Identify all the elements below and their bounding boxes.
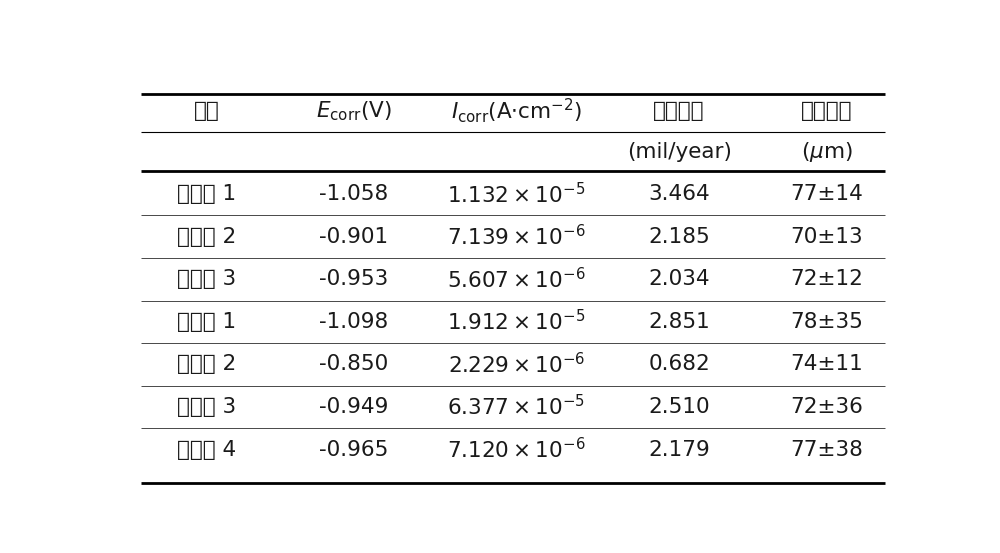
- Text: $\mathit{I}_{\mathrm{corr}}$(A$\cdot$cm$^{-2}$): $\mathit{I}_{\mathrm{corr}}$(A$\cdot$cm$…: [451, 97, 582, 126]
- Text: 2.185: 2.185: [648, 227, 710, 247]
- Text: -1.098: -1.098: [319, 312, 388, 332]
- Text: 0.682: 0.682: [648, 354, 710, 374]
- Text: 2.179: 2.179: [648, 440, 710, 460]
- Text: 72±36: 72±36: [790, 397, 863, 417]
- Text: 腐蚀速率: 腐蚀速率: [653, 101, 705, 121]
- Text: 实施例 4: 实施例 4: [177, 440, 236, 460]
- Text: -0.953: -0.953: [319, 269, 388, 289]
- Text: -0.965: -0.965: [319, 440, 388, 460]
- Text: $\mathit{E}_{\mathrm{corr}}$(V): $\mathit{E}_{\mathrm{corr}}$(V): [316, 100, 391, 123]
- Text: 对比例 2: 对比例 2: [177, 227, 236, 247]
- Text: 样品: 样品: [194, 101, 219, 121]
- Text: 77±14: 77±14: [790, 184, 863, 204]
- Text: -0.949: -0.949: [319, 397, 388, 417]
- Text: 实施例 2: 实施例 2: [177, 354, 236, 374]
- Text: (mil/year): (mil/year): [627, 142, 732, 161]
- Text: 2.851: 2.851: [648, 312, 710, 332]
- Text: 对比例 1: 对比例 1: [177, 184, 236, 204]
- Text: ($\mu$m): ($\mu$m): [801, 139, 852, 164]
- Text: 74±11: 74±11: [790, 354, 863, 374]
- Text: 涂层厚度: 涂层厚度: [801, 101, 852, 121]
- Text: $1.132\times10^{-5}$: $1.132\times10^{-5}$: [447, 181, 586, 207]
- Text: -1.058: -1.058: [319, 184, 388, 204]
- Text: $5.607\times10^{-6}$: $5.607\times10^{-6}$: [447, 267, 586, 292]
- Text: 实施例 3: 实施例 3: [177, 397, 236, 417]
- Text: 3.464: 3.464: [648, 184, 710, 204]
- Text: $7.120\times10^{-6}$: $7.120\times10^{-6}$: [447, 437, 586, 462]
- Text: $7.139\times10^{-6}$: $7.139\times10^{-6}$: [447, 224, 586, 249]
- Text: 2.510: 2.510: [648, 397, 710, 417]
- Text: -0.850: -0.850: [319, 354, 388, 374]
- Text: 2.034: 2.034: [648, 269, 710, 289]
- Text: $2.229\times10^{-6}$: $2.229\times10^{-6}$: [448, 352, 585, 377]
- Text: 对比例 3: 对比例 3: [177, 269, 236, 289]
- Text: 77±38: 77±38: [790, 440, 863, 460]
- Text: 70±13: 70±13: [790, 227, 863, 247]
- Text: -0.901: -0.901: [319, 227, 388, 247]
- Text: 78±35: 78±35: [790, 312, 863, 332]
- Text: 72±12: 72±12: [790, 269, 863, 289]
- Text: $6.377\times10^{-5}$: $6.377\times10^{-5}$: [447, 394, 585, 420]
- Text: $1.912\times10^{-5}$: $1.912\times10^{-5}$: [447, 309, 586, 335]
- Text: 实施例 1: 实施例 1: [177, 312, 236, 332]
